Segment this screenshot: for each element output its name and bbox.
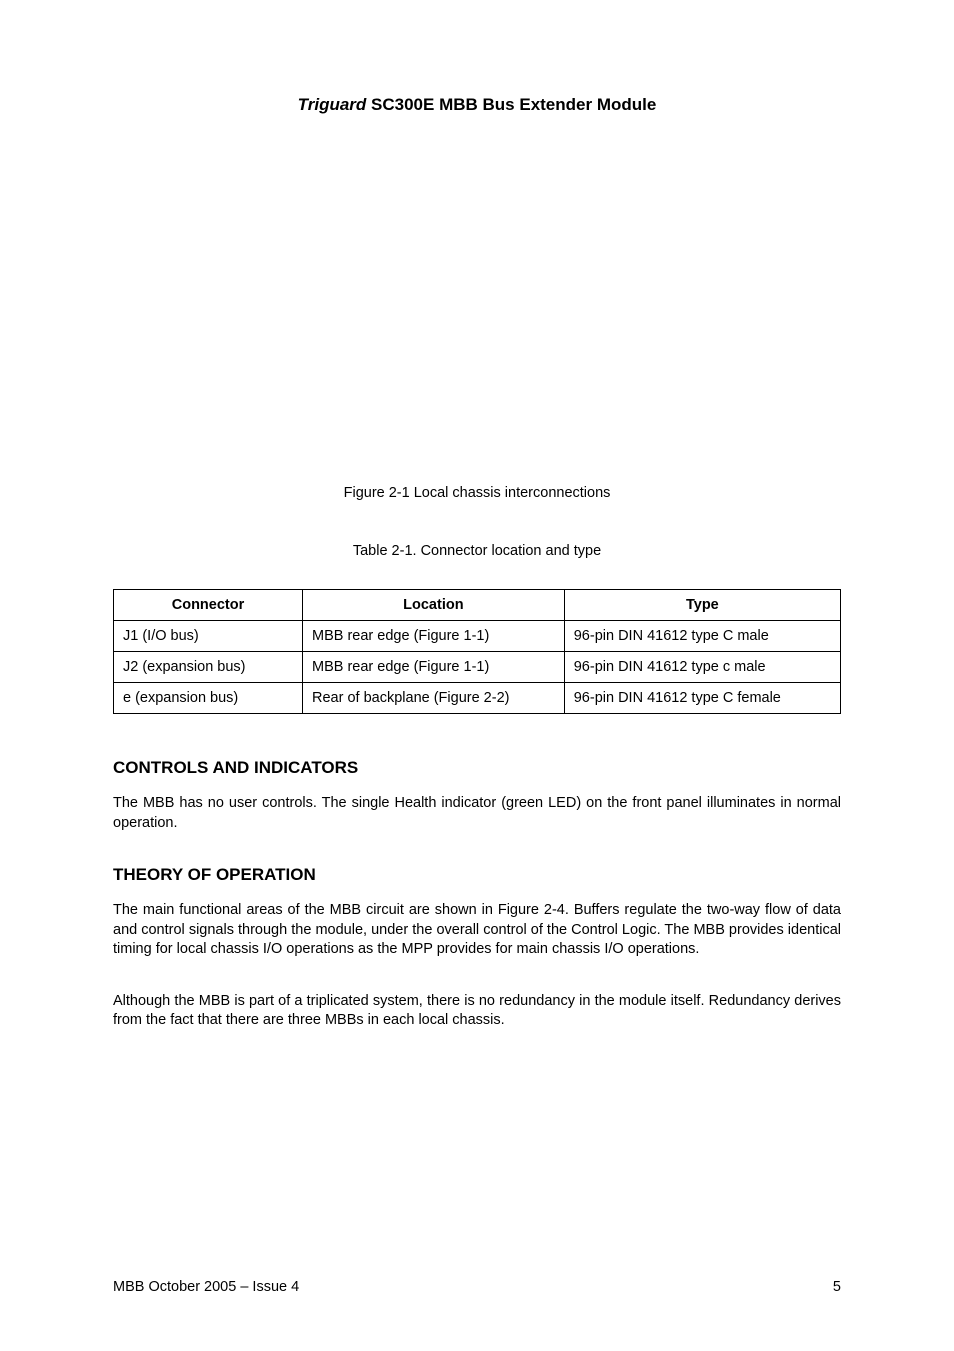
cell-type: 96-pin DIN 41612 type C female xyxy=(564,683,840,714)
footer-left: MBB October 2005 – Issue 4 xyxy=(113,1279,299,1295)
cell-type: 96-pin DIN 41612 type C male xyxy=(564,621,840,652)
th-location: Location xyxy=(303,590,565,621)
section-paragraph-theory-2: Although the MBB is part of a triplicate… xyxy=(113,992,841,1031)
footer-right: 5 xyxy=(833,1279,841,1295)
table-caption: Table 2-1. Connector location and type xyxy=(113,543,841,559)
brand-name: Triguard xyxy=(298,95,367,114)
cell-type: 96-pin DIN 41612 type c male xyxy=(564,652,840,683)
section-paragraph-theory-1: The main functional areas of the MBB cir… xyxy=(113,901,841,960)
table-row: J1 (I/O bus) MBB rear edge (Figure 1-1) … xyxy=(114,621,841,652)
cell-connector: J1 (I/O bus) xyxy=(114,621,303,652)
cell-location: Rear of backplane (Figure 2-2) xyxy=(303,683,565,714)
section-heading-controls: CONTROLS AND INDICATORS xyxy=(113,758,841,778)
table-header-row: Connector Location Type xyxy=(114,590,841,621)
connector-table: Connector Location Type J1 (I/O bus) MBB… xyxy=(113,589,841,714)
page-footer: MBB October 2005 – Issue 4 5 xyxy=(113,1279,841,1295)
cell-connector: e (expansion bus) xyxy=(114,683,303,714)
figure-caption: Figure 2-1 Local chassis interconnection… xyxy=(113,485,841,501)
th-connector: Connector xyxy=(114,590,303,621)
section-heading-theory: THEORY OF OPERATION xyxy=(113,865,841,885)
page-title: Triguard SC300E MBB Bus Extender Module xyxy=(113,95,841,115)
table-row: e (expansion bus) Rear of backplane (Fig… xyxy=(114,683,841,714)
cell-location: MBB rear edge (Figure 1-1) xyxy=(303,621,565,652)
title-rest: SC300E MBB Bus Extender Module xyxy=(366,95,656,114)
cell-connector: J2 (expansion bus) xyxy=(114,652,303,683)
section-paragraph-controls: The MBB has no user controls. The single… xyxy=(113,794,841,833)
table-row: J2 (expansion bus) MBB rear edge (Figure… xyxy=(114,652,841,683)
th-type: Type xyxy=(564,590,840,621)
cell-location: MBB rear edge (Figure 1-1) xyxy=(303,652,565,683)
page-root: Triguard SC300E MBB Bus Extender Module … xyxy=(0,0,954,1351)
